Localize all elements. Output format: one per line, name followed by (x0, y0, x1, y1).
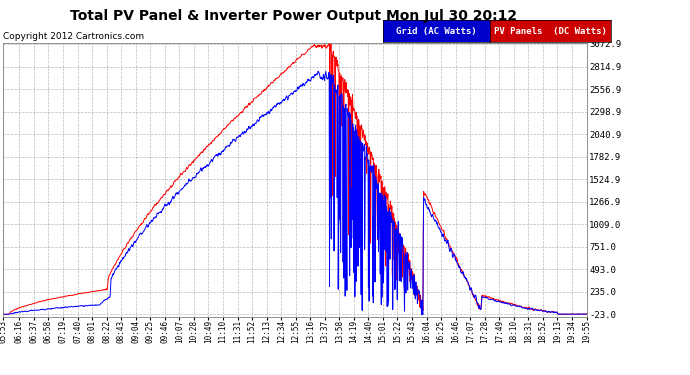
Text: Grid (AC Watts): Grid (AC Watts) (396, 27, 477, 36)
Text: Copyright 2012 Cartronics.com: Copyright 2012 Cartronics.com (3, 32, 145, 41)
Text: PV Panels  (DC Watts): PV Panels (DC Watts) (494, 27, 607, 36)
Text: Total PV Panel & Inverter Power Output Mon Jul 30 20:12: Total PV Panel & Inverter Power Output M… (70, 9, 517, 23)
